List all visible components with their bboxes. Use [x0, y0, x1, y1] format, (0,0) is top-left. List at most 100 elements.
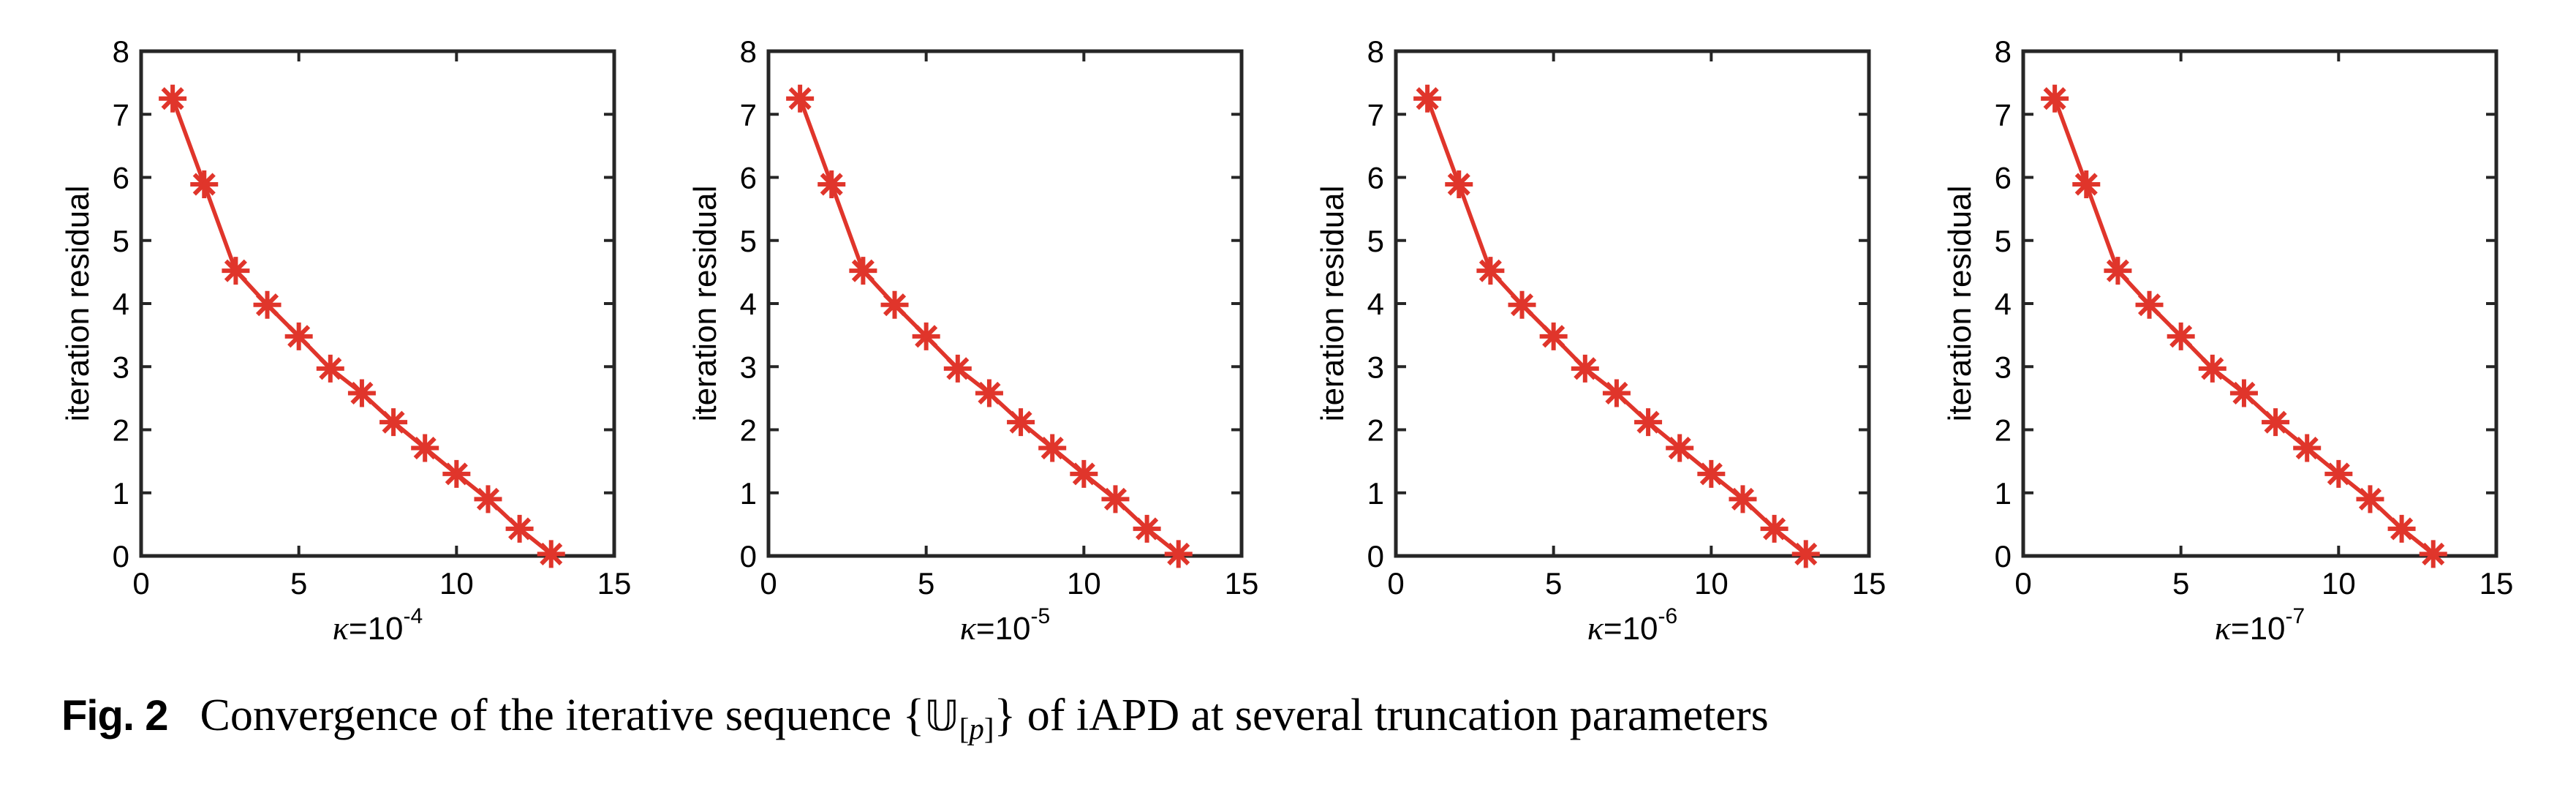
data-marker: [1760, 514, 1789, 543]
marker-spoke: [1510, 293, 1534, 317]
data-marker: [880, 290, 909, 319]
marker-spoke: [255, 293, 279, 317]
marker-spoke: [820, 173, 843, 196]
marker-spoke: [946, 357, 970, 380]
x-tick-label: 0: [760, 566, 777, 601]
y-tick-label: 0: [740, 539, 757, 573]
marker-spoke: [2169, 325, 2193, 348]
marker-spoke: [540, 542, 563, 565]
y-tick-label: 3: [1995, 350, 2012, 384]
y-tick-label: 8: [740, 34, 757, 69]
y-tick-label: 4: [113, 287, 129, 321]
data-marker: [2262, 408, 2290, 437]
marker-spoke: [2106, 259, 2129, 282]
data-marker: [222, 257, 250, 285]
y-tick-label: 7: [113, 97, 129, 132]
data-marker: [159, 84, 187, 113]
data-marker: [1133, 514, 1161, 543]
marker-spoke: [224, 259, 247, 282]
data-marker: [943, 354, 972, 383]
x-axis-label-base: =10: [349, 611, 404, 647]
y-tick-label: 5: [113, 224, 129, 258]
marker-spoke: [1763, 517, 1786, 541]
x-axis-label: κ=10-7: [2215, 604, 2305, 647]
data-marker: [1070, 459, 1098, 488]
y-tick-label: 3: [113, 350, 129, 384]
y-tick-label: 6: [1367, 161, 1384, 195]
y-tick-label: 6: [1995, 161, 2012, 195]
x-axis-label-exponent: -5: [1031, 604, 1051, 628]
data-marker: [2419, 540, 2447, 568]
marker-spoke: [1605, 381, 1628, 405]
x-axis-label: κ=10-5: [960, 604, 1050, 647]
data-marker: [1634, 408, 1663, 437]
data-marker: [379, 408, 408, 437]
marker-spoke: [1167, 542, 1190, 565]
caption-text-2: } of iAPD at several truncation paramete…: [994, 691, 1769, 740]
data-marker: [1666, 434, 1694, 462]
x-axis-label-kappa: κ: [1587, 609, 1604, 647]
y-tick-label: 5: [740, 224, 757, 258]
x-tick-label: 15: [2479, 566, 2514, 601]
marker-spoke: [1478, 259, 1502, 282]
x-axis-label-exponent: -4: [404, 604, 423, 628]
x-axis-label-exponent: -6: [1658, 604, 1678, 628]
double-struck-U: 𝕌: [924, 692, 959, 740]
y-tick-label: 6: [740, 161, 757, 195]
y-tick-label: 7: [1995, 97, 2012, 132]
data-line: [2052, 97, 2435, 556]
marker-spoke: [508, 517, 532, 541]
x-axis-label-kappa: κ: [2215, 609, 2232, 647]
marker-spoke: [1103, 487, 1128, 511]
marker-spoke: [788, 87, 812, 110]
axes-box: [2021, 49, 2498, 558]
data-marker: [1697, 459, 1726, 488]
y-tick-label: 6: [113, 161, 129, 195]
data-marker: [1508, 290, 1536, 319]
y-tick-label: 1: [113, 476, 129, 511]
x-axis-label-base: =10: [1604, 611, 1658, 647]
figure-caption: Fig. 2 Convergence of the iterative seque…: [61, 691, 1769, 745]
x-tick-label: 10: [2322, 566, 2356, 601]
data-marker: [1729, 485, 1757, 514]
data-line: [1425, 97, 1808, 556]
x-axis-label: κ=10-6: [1587, 604, 1677, 647]
data-marker: [1476, 257, 1505, 285]
data-marker: [2167, 322, 2195, 350]
marker-spoke: [2327, 462, 2350, 486]
marker-spoke: [2422, 542, 2445, 565]
data-line: [798, 97, 1180, 556]
subplot-1: 0 5 10 15 0 1 2 3 4 5 6 7 8 iteration residual κ=10-4: [60, 34, 631, 647]
x-tick-label: 5: [290, 566, 307, 601]
y-tick-label: 1: [1995, 476, 2012, 511]
caption-subscript: [p]: [959, 712, 994, 745]
data-marker: [253, 290, 282, 319]
marker-spoke: [350, 381, 374, 405]
marker-spoke: [1136, 517, 1159, 541]
marker-spoke: [192, 173, 216, 196]
data-marker: [1445, 170, 1473, 198]
data-marker: [1413, 84, 1442, 113]
marker-spoke: [2201, 357, 2224, 380]
marker-spoke: [2358, 487, 2382, 511]
data-marker: [786, 84, 815, 113]
x-axis-label-kappa: κ: [333, 609, 350, 647]
data-marker: [975, 379, 1003, 407]
marker-spoke: [1794, 542, 1818, 565]
marker-spoke: [1668, 436, 1691, 460]
marker-spoke: [1731, 487, 1755, 511]
data-marker: [1007, 408, 1035, 437]
y-axis-label: iteration residual: [687, 186, 723, 422]
x-tick-label: 10: [1694, 566, 1729, 601]
data-marker: [1791, 540, 1820, 568]
data-marker: [1539, 322, 1568, 350]
caption-text-1: Convergence of the iterative sequence {: [200, 691, 925, 740]
data-marker: [849, 257, 877, 285]
marker-spoke: [2137, 293, 2161, 317]
marker-spoke: [161, 87, 184, 110]
data-marker: [442, 459, 471, 488]
axes-box: [139, 49, 616, 558]
data-marker: [1164, 540, 1193, 568]
y-tick-label: 1: [1367, 476, 1384, 511]
